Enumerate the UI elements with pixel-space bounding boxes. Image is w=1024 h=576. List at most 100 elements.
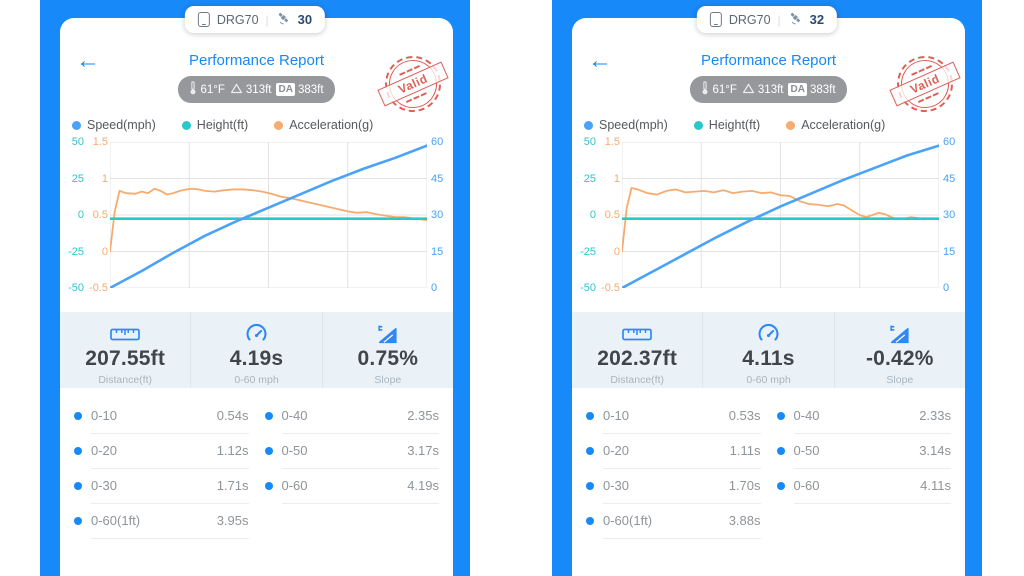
speedometer-icon <box>191 321 321 347</box>
satellite-icon <box>788 10 803 30</box>
split-row: 0-30 1.71s <box>74 478 249 513</box>
stat-value: 4.11s <box>742 347 795 370</box>
legend-label: Acceleration(g) <box>801 118 886 132</box>
legend-label: Height(ft) <box>196 118 249 132</box>
density-altitude-value: 383ft <box>809 83 836 96</box>
bullet-icon <box>586 412 594 420</box>
temperature-value: 61°F <box>200 83 225 96</box>
stat-value: 4.19s <box>229 347 284 370</box>
conditions-pill: 61°F 313ft DA 383ft <box>690 76 847 103</box>
split-times-table: 0-10 0.54s 0-20 1.12s 0-30 1.71s 0-60(1ft) 3… <box>60 388 453 548</box>
stat-distance: 207.55ft Distance(ft) <box>60 312 190 388</box>
speed-axis: 60 45 30 15 0 <box>431 136 444 294</box>
stat-label: Slope <box>374 374 402 386</box>
stat-label: Slope <box>886 374 914 386</box>
split-label: 0-20 <box>603 443 630 458</box>
legend-dot-icon <box>181 120 191 130</box>
split-value: 4.11s <box>920 478 951 493</box>
split-value: 0.53s <box>728 408 761 423</box>
satellite-count: 32 <box>809 12 825 27</box>
split-row: 0-30 1.70s <box>586 478 761 513</box>
stat-slope: 0.75% Slope <box>321 312 453 388</box>
legend-item-speed: Speed(mph) <box>72 118 156 132</box>
split-label: 0-60 <box>793 478 820 493</box>
legend-dot-icon <box>274 120 284 130</box>
legend-label: Acceleration(g) <box>289 118 374 132</box>
split-value: 1.11s <box>729 443 761 458</box>
back-button[interactable]: ← <box>76 47 100 74</box>
split-column-2: 0-40 2.35s 0-50 3.17s 0-60 4.19s <box>259 408 442 548</box>
split-row: 0-60(1ft) 3.88s <box>586 513 761 548</box>
chart-legend: Speed(mph) Height(ft) Acceleration(g) <box>584 118 965 132</box>
stat-label: 0-60 mph <box>746 374 791 386</box>
legend-item-acceleration: Acceleration(g) <box>274 118 373 132</box>
split-row: 0-40 2.33s <box>776 408 951 443</box>
satellite-count: 30 <box>297 12 313 27</box>
device-pill[interactable]: DRG70 | 32 <box>696 6 838 33</box>
temperature-group: 61°F <box>701 80 737 99</box>
split-value: 3.17s <box>407 443 439 458</box>
legend-dot-icon <box>584 120 593 130</box>
page-title: Performance Report <box>188 52 325 69</box>
split-column-1: 0-10 0.53s 0-20 1.11s 0-30 1.70s 0-60(1ft) 3… <box>586 408 771 548</box>
split-label: 0-40 <box>793 408 820 423</box>
bullet-icon <box>776 482 785 490</box>
slope-icon <box>835 321 965 347</box>
split-row: 0-20 1.12s <box>74 443 249 478</box>
split-label: 0-10 <box>91 408 118 423</box>
report-card: ← Performance Report 61°F 313ft DA 383ft <box>60 18 453 576</box>
performance-chart <box>110 142 427 288</box>
legend-dot-icon <box>693 120 703 130</box>
altitude-group: 313ft <box>230 82 271 97</box>
split-label: 0-60(1ft) <box>603 513 653 528</box>
stat-label: Distance(ft) <box>98 374 152 386</box>
ruler-icon <box>60 321 190 347</box>
legend-item-acceleration: Acceleration(g) <box>786 118 885 132</box>
split-value: 3.14s <box>919 443 951 458</box>
height-axis: 50 25 0 -25 -50 <box>68 136 84 294</box>
acceleration-axis: 1.5 1 0.5 0 -0.5 <box>89 136 108 294</box>
stat-value: 207.55ft <box>85 347 166 370</box>
split-label: 0-50 <box>281 443 308 458</box>
legend-item-height: Height(ft) <box>693 118 760 132</box>
density-altitude-group: DA 383ft <box>276 83 324 96</box>
mountain-icon <box>230 82 243 97</box>
bullet-icon <box>74 482 82 490</box>
temperature-group: 61°F <box>189 80 225 99</box>
pill-separator: | <box>777 12 781 27</box>
bullet-icon <box>776 447 785 455</box>
pill-separator: | <box>265 12 269 27</box>
split-label: 0-30 <box>91 478 118 493</box>
legend-item-height: Height(ft) <box>181 118 249 132</box>
split-label: 0-30 <box>603 478 630 493</box>
split-row: 0-50 3.17s <box>264 443 439 478</box>
stats-row: 207.55ft Distance(ft) 4.19s 0-60 mph 0.7… <box>60 312 453 388</box>
bullet-icon <box>74 517 82 525</box>
split-label: 0-10 <box>603 408 630 423</box>
device-pill[interactable]: DRG70 | 30 <box>184 6 326 33</box>
bullet-icon <box>264 412 273 420</box>
split-label: 0-50 <box>793 443 820 458</box>
speed-axis: 60 45 30 15 0 <box>943 136 956 294</box>
split-value: 3.88s <box>728 513 761 528</box>
bullet-icon <box>586 447 594 455</box>
stat-value: 0.75% <box>357 347 419 370</box>
speedometer-icon <box>703 321 833 347</box>
split-row: 0-10 0.53s <box>586 408 761 443</box>
back-button[interactable]: ← <box>588 47 612 74</box>
split-value: 1.71s <box>216 478 249 493</box>
split-row: 0-10 0.54s <box>74 408 249 443</box>
split-row: 0-60 4.19s <box>264 478 439 513</box>
split-row: 0-60(1ft) 3.95s <box>74 513 249 548</box>
split-column-1: 0-10 0.54s 0-20 1.12s 0-30 1.71s 0-60(1ft) 3… <box>74 408 259 548</box>
card-header: ← Performance Report 61°F 313ft DA 383ft <box>60 18 453 118</box>
slope-icon <box>323 321 453 347</box>
density-altitude-value: 383ft <box>297 83 324 96</box>
split-label: 0-60 <box>281 478 308 493</box>
split-row: 0-20 1.11s <box>586 443 761 478</box>
split-label: 0-60(1ft) <box>91 513 141 528</box>
split-value: 2.35s <box>407 408 439 423</box>
temperature-value: 61°F <box>712 83 737 96</box>
height-axis: 50 25 0 -25 -50 <box>580 136 596 294</box>
legend-item-speed: Speed(mph) <box>584 118 668 132</box>
